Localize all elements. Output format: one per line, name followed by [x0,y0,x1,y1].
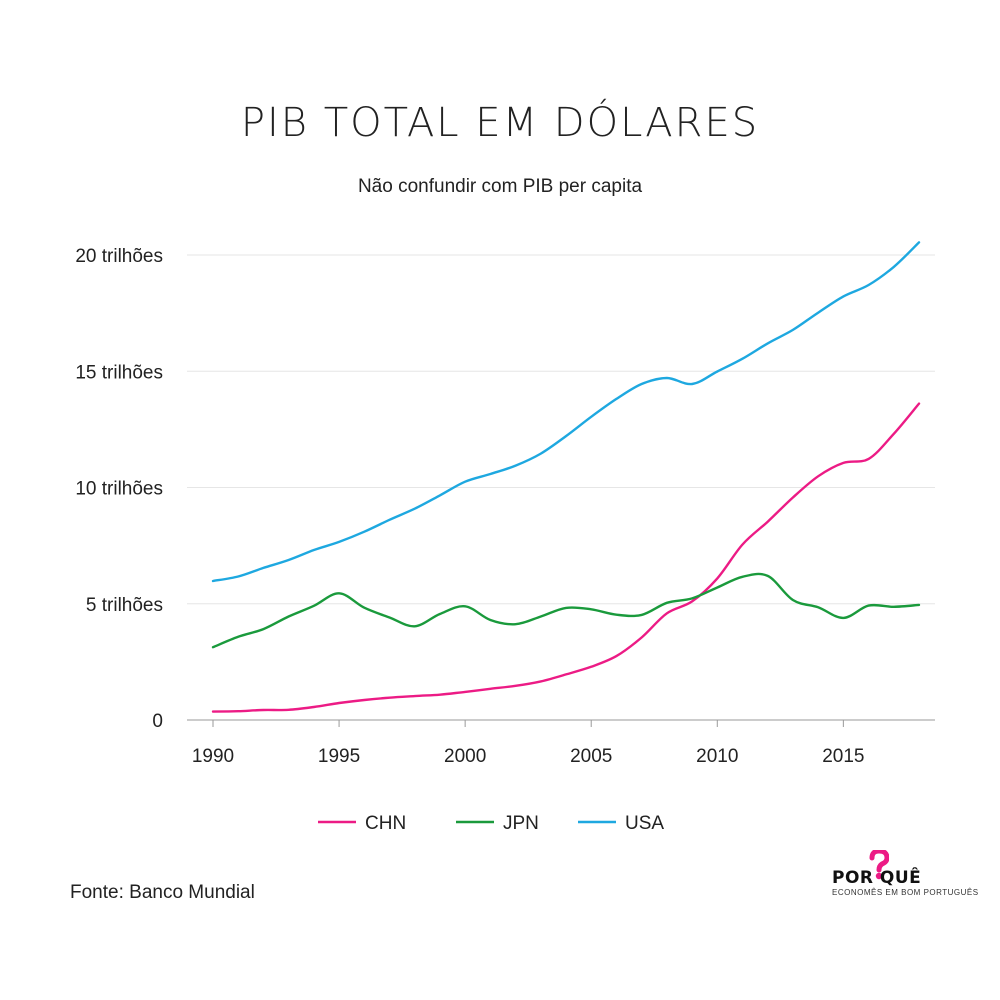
question-mark-icon [869,850,889,880]
series-line-usa [211,241,921,583]
y-tick-label: 15 trilhões [75,362,163,383]
chart-subtitle: Não confundir com PIB per capita [357,176,643,197]
series-line-chn [211,402,921,713]
chart-title: PIB TOTAL EM DÓLARES [240,100,760,146]
x-tick-label: 1990 [192,746,234,767]
legend-label-jpn: JPN [503,813,539,834]
x-tick-label: 2015 [822,746,864,767]
legend-label-usa: USA [625,813,664,834]
x-tick-label: 2010 [696,746,738,767]
y-tick-label: 0 [152,711,163,732]
x-tick-label: 1995 [318,746,360,767]
y-tick-label: 5 trilhões [86,595,163,616]
porque-logo: POR QUÊ ECONOMÊS EM BOM PORTUGUÊS [820,850,978,910]
logo-tagline: ECONOMÊS EM BOM PORTUGUÊS [832,888,979,897]
y-tick-label: 20 trilhões [75,246,163,267]
y-tick-label: 10 trilhões [75,479,163,500]
legend-label-chn: CHN [365,813,406,834]
x-tick-label: 2005 [570,746,612,767]
logo-word: POR QUÊ [832,868,922,888]
x-tick-label: 2000 [444,746,486,767]
series-line-jpn [211,572,921,649]
source-note: Fonte: Banco Mundial [70,882,255,903]
